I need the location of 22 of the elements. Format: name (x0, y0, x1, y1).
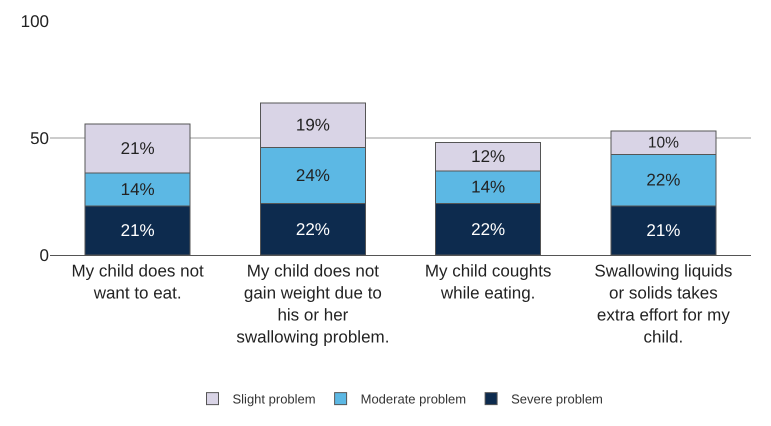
data-label: 14% (471, 178, 506, 197)
data-label: 12% (471, 147, 506, 166)
data-label: 22% (646, 170, 680, 190)
legend-label: Slight problem (232, 392, 316, 407)
data-label: 14% (120, 180, 155, 199)
x-tick-label: Swallowing liquids or solids takes extra effort for my child. (594, 261, 732, 347)
data-label: 24% (296, 166, 330, 185)
data-label: 21% (120, 220, 155, 240)
data-label: 22% (296, 220, 330, 239)
data-label: 10% (648, 134, 680, 152)
x-tick-label: My child coughts while eating. (424, 261, 552, 302)
legend-label: Moderate problem (360, 392, 466, 407)
data-label: 21% (646, 220, 680, 240)
data-label: 19% (296, 116, 330, 135)
y-tick-label: 50 (30, 128, 49, 148)
data-label: 21% (120, 139, 155, 158)
y-tick-label: 0 (40, 246, 49, 265)
y-tick-label: 100 (20, 12, 49, 31)
data-label: 22% (471, 220, 506, 239)
legend-label: Severe problem (511, 392, 603, 407)
x-tick-label: My child does not gain weight due to his or her swallowing problem. (236, 261, 390, 347)
x-tick-label: My child does not want to eat. (71, 261, 204, 302)
